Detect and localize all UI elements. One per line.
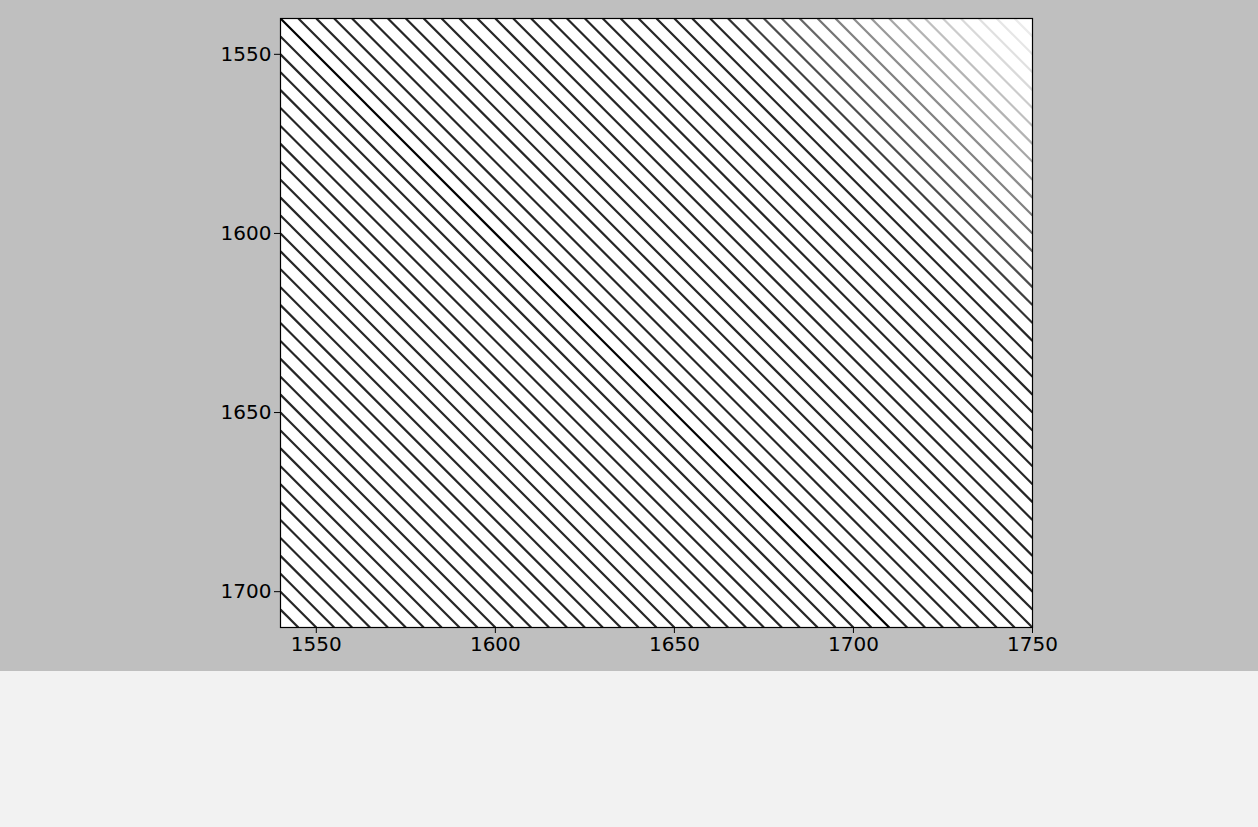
svg-text:1650: 1650 [649,632,700,656]
svg-text:1700: 1700 [828,632,879,656]
svg-text:1550: 1550 [221,42,272,66]
svg-text:1600: 1600 [221,221,272,245]
svg-text:1650: 1650 [221,400,272,424]
svg-text:1700: 1700 [221,579,272,603]
svg-text:1550: 1550 [291,632,342,656]
svg-text:1600: 1600 [470,632,521,656]
svg-text:1750: 1750 [1007,632,1058,656]
